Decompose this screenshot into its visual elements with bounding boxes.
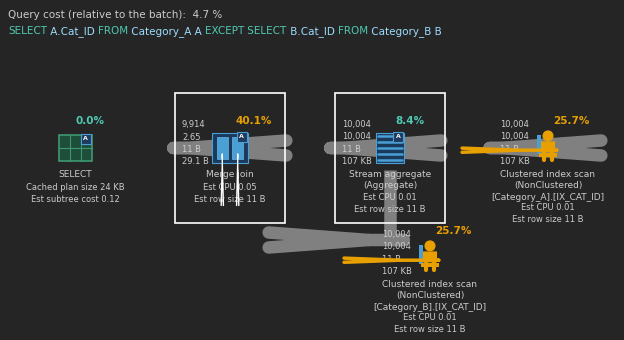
FancyBboxPatch shape xyxy=(419,245,423,264)
Text: Category_A A: Category_A A xyxy=(128,26,205,37)
FancyBboxPatch shape xyxy=(539,153,557,157)
Circle shape xyxy=(425,241,435,251)
FancyBboxPatch shape xyxy=(217,137,228,159)
Text: Est CPU 0.05
Est row size 11 B: Est CPU 0.05 Est row size 11 B xyxy=(194,183,266,204)
Text: 25.7%: 25.7% xyxy=(435,226,471,236)
Text: Query cost (relative to the batch):  4.7 %: Query cost (relative to the batch): 4.7 … xyxy=(8,10,222,20)
Text: SELECT: SELECT xyxy=(8,26,47,36)
FancyBboxPatch shape xyxy=(537,135,541,153)
Text: 10,004
10,004
11 B
107 KB: 10,004 10,004 11 B 107 KB xyxy=(342,120,372,167)
FancyBboxPatch shape xyxy=(423,251,437,262)
Text: SELECT: SELECT xyxy=(245,26,286,36)
Text: Est CPU 0.01
Est row size 11 B: Est CPU 0.01 Est row size 11 B xyxy=(394,313,466,334)
Text: A.Cat_ID: A.Cat_ID xyxy=(47,26,98,37)
Text: FROM: FROM xyxy=(338,26,368,36)
FancyBboxPatch shape xyxy=(212,133,248,164)
Text: SELECT: SELECT xyxy=(58,170,92,178)
Text: 25.7%: 25.7% xyxy=(553,116,590,126)
Text: Category_B B: Category_B B xyxy=(368,26,442,37)
FancyBboxPatch shape xyxy=(376,133,404,164)
Text: 10,004
10,004
11 B
107 KB: 10,004 10,004 11 B 107 KB xyxy=(382,230,412,276)
Text: B.Cat_ID: B.Cat_ID xyxy=(286,26,338,37)
Text: Clustered index scan
(NonClustered)
[Category_B].[IX_CAT_ID]: Clustered index scan (NonClustered) [Cat… xyxy=(373,279,487,311)
FancyBboxPatch shape xyxy=(232,137,243,159)
Text: 9,914
2.65
11 B
29.1 B: 9,914 2.65 11 B 29.1 B xyxy=(182,120,209,167)
FancyBboxPatch shape xyxy=(236,132,246,141)
Circle shape xyxy=(543,131,553,141)
FancyBboxPatch shape xyxy=(393,132,403,141)
Text: Merge join: Merge join xyxy=(206,170,254,178)
Text: A: A xyxy=(83,136,88,141)
Text: A: A xyxy=(396,134,401,139)
Text: 0.0%: 0.0% xyxy=(75,116,104,126)
Text: Est CPU 0.01
Est row size 11 B: Est CPU 0.01 Est row size 11 B xyxy=(354,193,426,214)
Text: EXCEPT: EXCEPT xyxy=(205,26,245,36)
FancyBboxPatch shape xyxy=(421,263,439,267)
Text: FROM: FROM xyxy=(98,26,128,36)
Text: 40.1%: 40.1% xyxy=(235,116,271,126)
Text: 8.4%: 8.4% xyxy=(395,116,424,126)
FancyBboxPatch shape xyxy=(80,134,90,144)
Text: A: A xyxy=(239,134,244,139)
FancyBboxPatch shape xyxy=(541,141,555,152)
Text: 10,004
10,004
11 B
107 KB: 10,004 10,004 11 B 107 KB xyxy=(500,120,530,167)
Text: Stream aggregate
(Aggregate): Stream aggregate (Aggregate) xyxy=(349,170,431,190)
Text: Cached plan size 24 KB
Est subtree cost 0.12: Cached plan size 24 KB Est subtree cost … xyxy=(26,183,124,204)
FancyBboxPatch shape xyxy=(59,135,92,161)
Text: Est CPU 0.01
Est row size 11 B: Est CPU 0.01 Est row size 11 B xyxy=(512,203,583,224)
Text: Clustered index scan
(NonClustered)
[Category_A].[IX_CAT_ID]: Clustered index scan (NonClustered) [Cat… xyxy=(492,170,605,202)
